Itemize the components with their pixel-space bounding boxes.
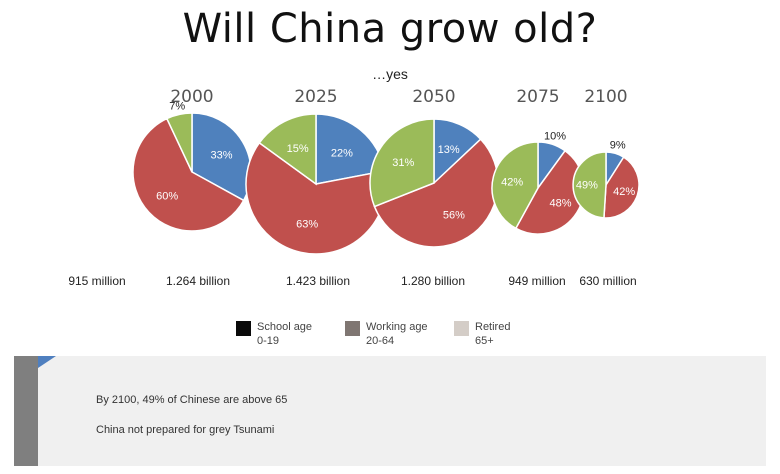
population-label-4: 949 million <box>508 274 565 288</box>
pct-label-2050-retired: 31% <box>392 157 414 169</box>
legend-label-school: School age <box>257 321 313 333</box>
legend-range-working: 20-64 <box>366 335 395 347</box>
pct-label-2050-working: 56% <box>443 209 465 221</box>
notes-panel: By 2100, 49% of Chinese are above 65 Chi… <box>14 356 766 466</box>
population-label-3: 1.280 billion <box>401 274 465 288</box>
chart-title: Will China grow old? <box>182 6 598 52</box>
pie-slice-2050-working <box>373 138 499 248</box>
pie-slice-2075-retired <box>491 141 539 230</box>
year-label-2000: 2000 <box>170 87 213 107</box>
notes-side-bar <box>14 356 38 466</box>
pie-slice-2100-working <box>603 156 640 219</box>
pct-label-2075-working: 48% <box>549 197 571 209</box>
legend-item-retired: Retired 65+ <box>454 320 547 348</box>
legend: School age 0-19 Working age 20-64 Retire… <box>236 320 547 348</box>
legend-item-school: School age 0-19 <box>236 320 329 348</box>
population-label-5: 630 million <box>579 274 636 288</box>
pct-label-2025-retired: 15% <box>287 143 309 155</box>
chart-subtitle: …yes <box>372 66 408 82</box>
legend-range-school: 0-19 <box>257 335 280 347</box>
population-label-0: 915 million <box>68 274 125 288</box>
pie-chart-area: 2000 33% 60% 7% 2025 22% 63% 15% 2050 13% 56% 31% 20… <box>68 87 640 288</box>
legend-swatch-school <box>236 321 251 336</box>
legend-label-working: Working age <box>366 321 428 333</box>
pct-label-2000-retired: 7% <box>169 101 185 113</box>
note-line-1: By 2100, 49% of Chinese are above 65 <box>96 394 288 406</box>
legend-label-retired: Retired <box>475 321 511 333</box>
pie-slice-2075-working <box>514 149 585 235</box>
pct-label-2075-school: 10% <box>544 131 566 143</box>
pie-slice-2000-retired <box>165 112 193 173</box>
legend-item-working: Working age 20-64 <box>345 320 438 348</box>
population-label-2: 1.423 billion <box>286 274 350 288</box>
legend-swatch-working <box>345 321 360 336</box>
pie-slice-2050-retired <box>369 118 435 208</box>
pie-slice-2100-retired <box>572 151 607 219</box>
notes-corner-accent <box>38 356 56 368</box>
pct-label-2000-working: 60% <box>156 190 178 202</box>
pct-label-2100-working: 42% <box>613 186 635 198</box>
pct-label-2075-retired: 42% <box>501 176 523 188</box>
pie-slice-2025-retired <box>258 113 317 186</box>
pct-label-2100-school: 9% <box>610 140 626 152</box>
year-label-2100: 2100 <box>584 87 627 107</box>
pct-label-2025-working: 63% <box>296 219 318 231</box>
legend-swatch-retired <box>454 321 469 336</box>
pct-label-2025-school: 22% <box>331 148 353 160</box>
year-label-2075: 2075 <box>516 87 559 107</box>
year-label-2025: 2025 <box>294 87 337 107</box>
pct-label-2100-retired: 49% <box>576 179 598 191</box>
year-label-2050: 2050 <box>412 87 455 107</box>
note-line-2: China not prepared for grey Tsunami <box>96 424 275 436</box>
pct-label-2000-school: 33% <box>210 150 232 162</box>
population-label-1: 1.264 billion <box>166 274 230 288</box>
pct-label-2050-school: 13% <box>438 144 460 156</box>
pie-slice-2000-working <box>132 117 245 232</box>
legend-range-retired: 65+ <box>475 335 494 347</box>
